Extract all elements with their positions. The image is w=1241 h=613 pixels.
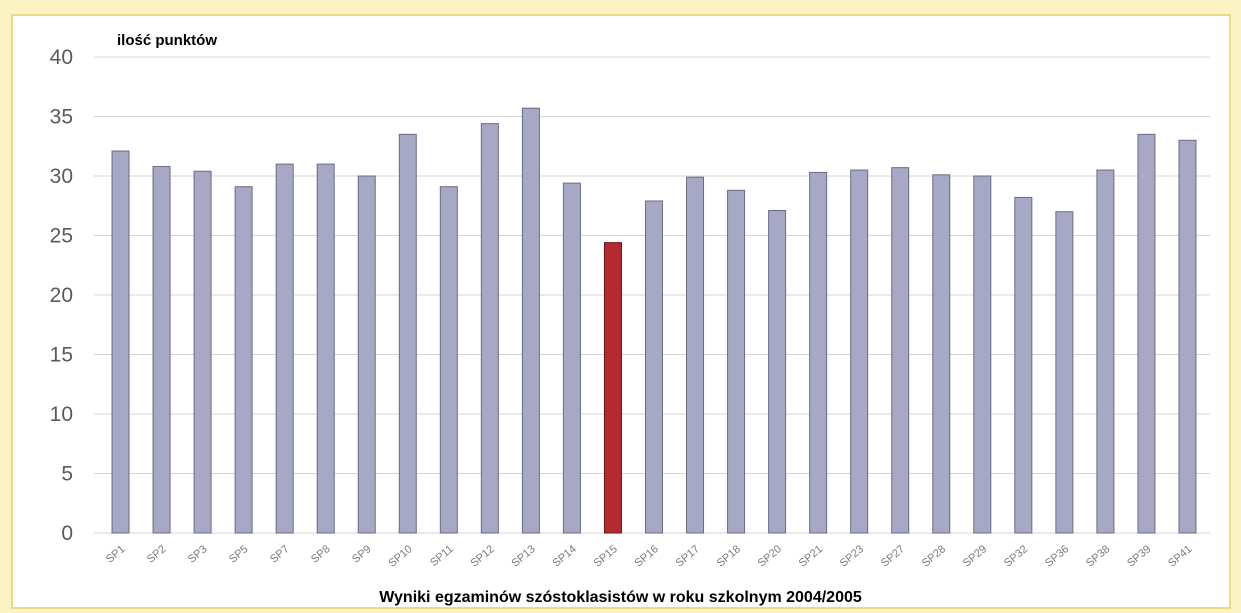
- bar-sp9: [357, 175, 376, 534]
- x-tick-label: SP38: [1084, 543, 1112, 569]
- bar-sp27: [891, 167, 910, 534]
- bar-sp17: [686, 176, 705, 534]
- x-tick-label: SP9: [350, 543, 374, 566]
- y-tick-label: 30: [50, 165, 73, 188]
- bar-sp32: [1014, 196, 1033, 534]
- x-tick-label: SP28: [920, 543, 948, 569]
- x-tick-label: SP14: [551, 543, 579, 569]
- x-tick-label: SP18: [715, 543, 743, 569]
- x-tick-label: SP10: [386, 543, 414, 569]
- x-tick-label: SP27: [879, 543, 907, 569]
- bar-sp5: [234, 186, 253, 534]
- y-tick-label: 15: [50, 344, 73, 367]
- y-tick-label: 5: [61, 463, 73, 486]
- y-axis-label: ilość punktów: [117, 32, 217, 49]
- x-tick-label: SP29: [961, 543, 989, 569]
- x-tick-label: SP8: [309, 543, 333, 566]
- x-tick-label: SP11: [428, 543, 456, 569]
- y-tick-label: 0: [61, 522, 73, 545]
- bar-sp11: [439, 186, 458, 534]
- bar-sp15: [603, 242, 622, 534]
- y-tick-label: 35: [50, 106, 73, 129]
- bar-sp21: [809, 171, 828, 534]
- bar-sp8: [316, 163, 335, 534]
- bar-sp20: [768, 210, 787, 534]
- x-tick-label: SP15: [592, 543, 620, 569]
- bar-sp3: [193, 170, 212, 534]
- x-tick-label: SP23: [838, 543, 866, 569]
- x-tick-label: SP2: [145, 543, 169, 566]
- x-axis-labels: SP1 SP2 SP3 SP5 SP7 SP8 SP9 SP10 SP11 SP12 SP13 SP1…: [104, 543, 1195, 569]
- x-tick-label: SP1: [104, 543, 128, 566]
- bar-sp13: [521, 107, 540, 534]
- bar-sp2: [152, 165, 171, 534]
- bar-sp41: [1178, 139, 1197, 534]
- bar-sp10: [398, 133, 417, 534]
- chart-caption: Wyniki egzaminów szóstoklasistów w roku …: [379, 589, 862, 606]
- x-tick-label: SP36: [1043, 543, 1071, 569]
- bars: [111, 107, 1197, 534]
- y-tick-label: 40: [50, 46, 73, 69]
- x-tick-label: SP20: [756, 543, 784, 569]
- x-tick-label: SP13: [509, 543, 537, 569]
- y-axis-ticks: 0 5 10 15 20 25 30 35 40: [50, 46, 73, 545]
- bar-sp36: [1055, 211, 1074, 534]
- bar-sp1: [111, 150, 130, 534]
- bar-sp7: [275, 163, 294, 534]
- x-tick-label: SP16: [633, 543, 661, 569]
- x-tick-label: SP7: [268, 543, 292, 566]
- x-tick-label: SP3: [186, 543, 210, 566]
- bar-sp14: [562, 182, 581, 534]
- bar-sp23: [850, 169, 869, 534]
- x-tick-label: SP21: [797, 543, 825, 569]
- x-tick-label: SP32: [1002, 543, 1030, 569]
- x-tick-label: SP12: [468, 543, 496, 569]
- x-tick-label: SP41: [1166, 543, 1194, 569]
- x-tick-label: SP17: [674, 543, 702, 569]
- bar-sp28: [932, 174, 951, 534]
- x-tick-label: SP5: [227, 543, 251, 566]
- y-tick-label: 25: [50, 225, 73, 248]
- bar-sp12: [480, 123, 499, 534]
- bar-sp18: [727, 189, 746, 534]
- x-tick-label: SP39: [1125, 543, 1153, 569]
- bar-sp16: [645, 200, 663, 534]
- y-tick-label: 20: [50, 284, 73, 307]
- bar-sp38: [1096, 169, 1115, 534]
- y-tick-label: 10: [50, 403, 73, 426]
- bar-sp29: [973, 175, 992, 534]
- bar-sp39: [1137, 133, 1156, 534]
